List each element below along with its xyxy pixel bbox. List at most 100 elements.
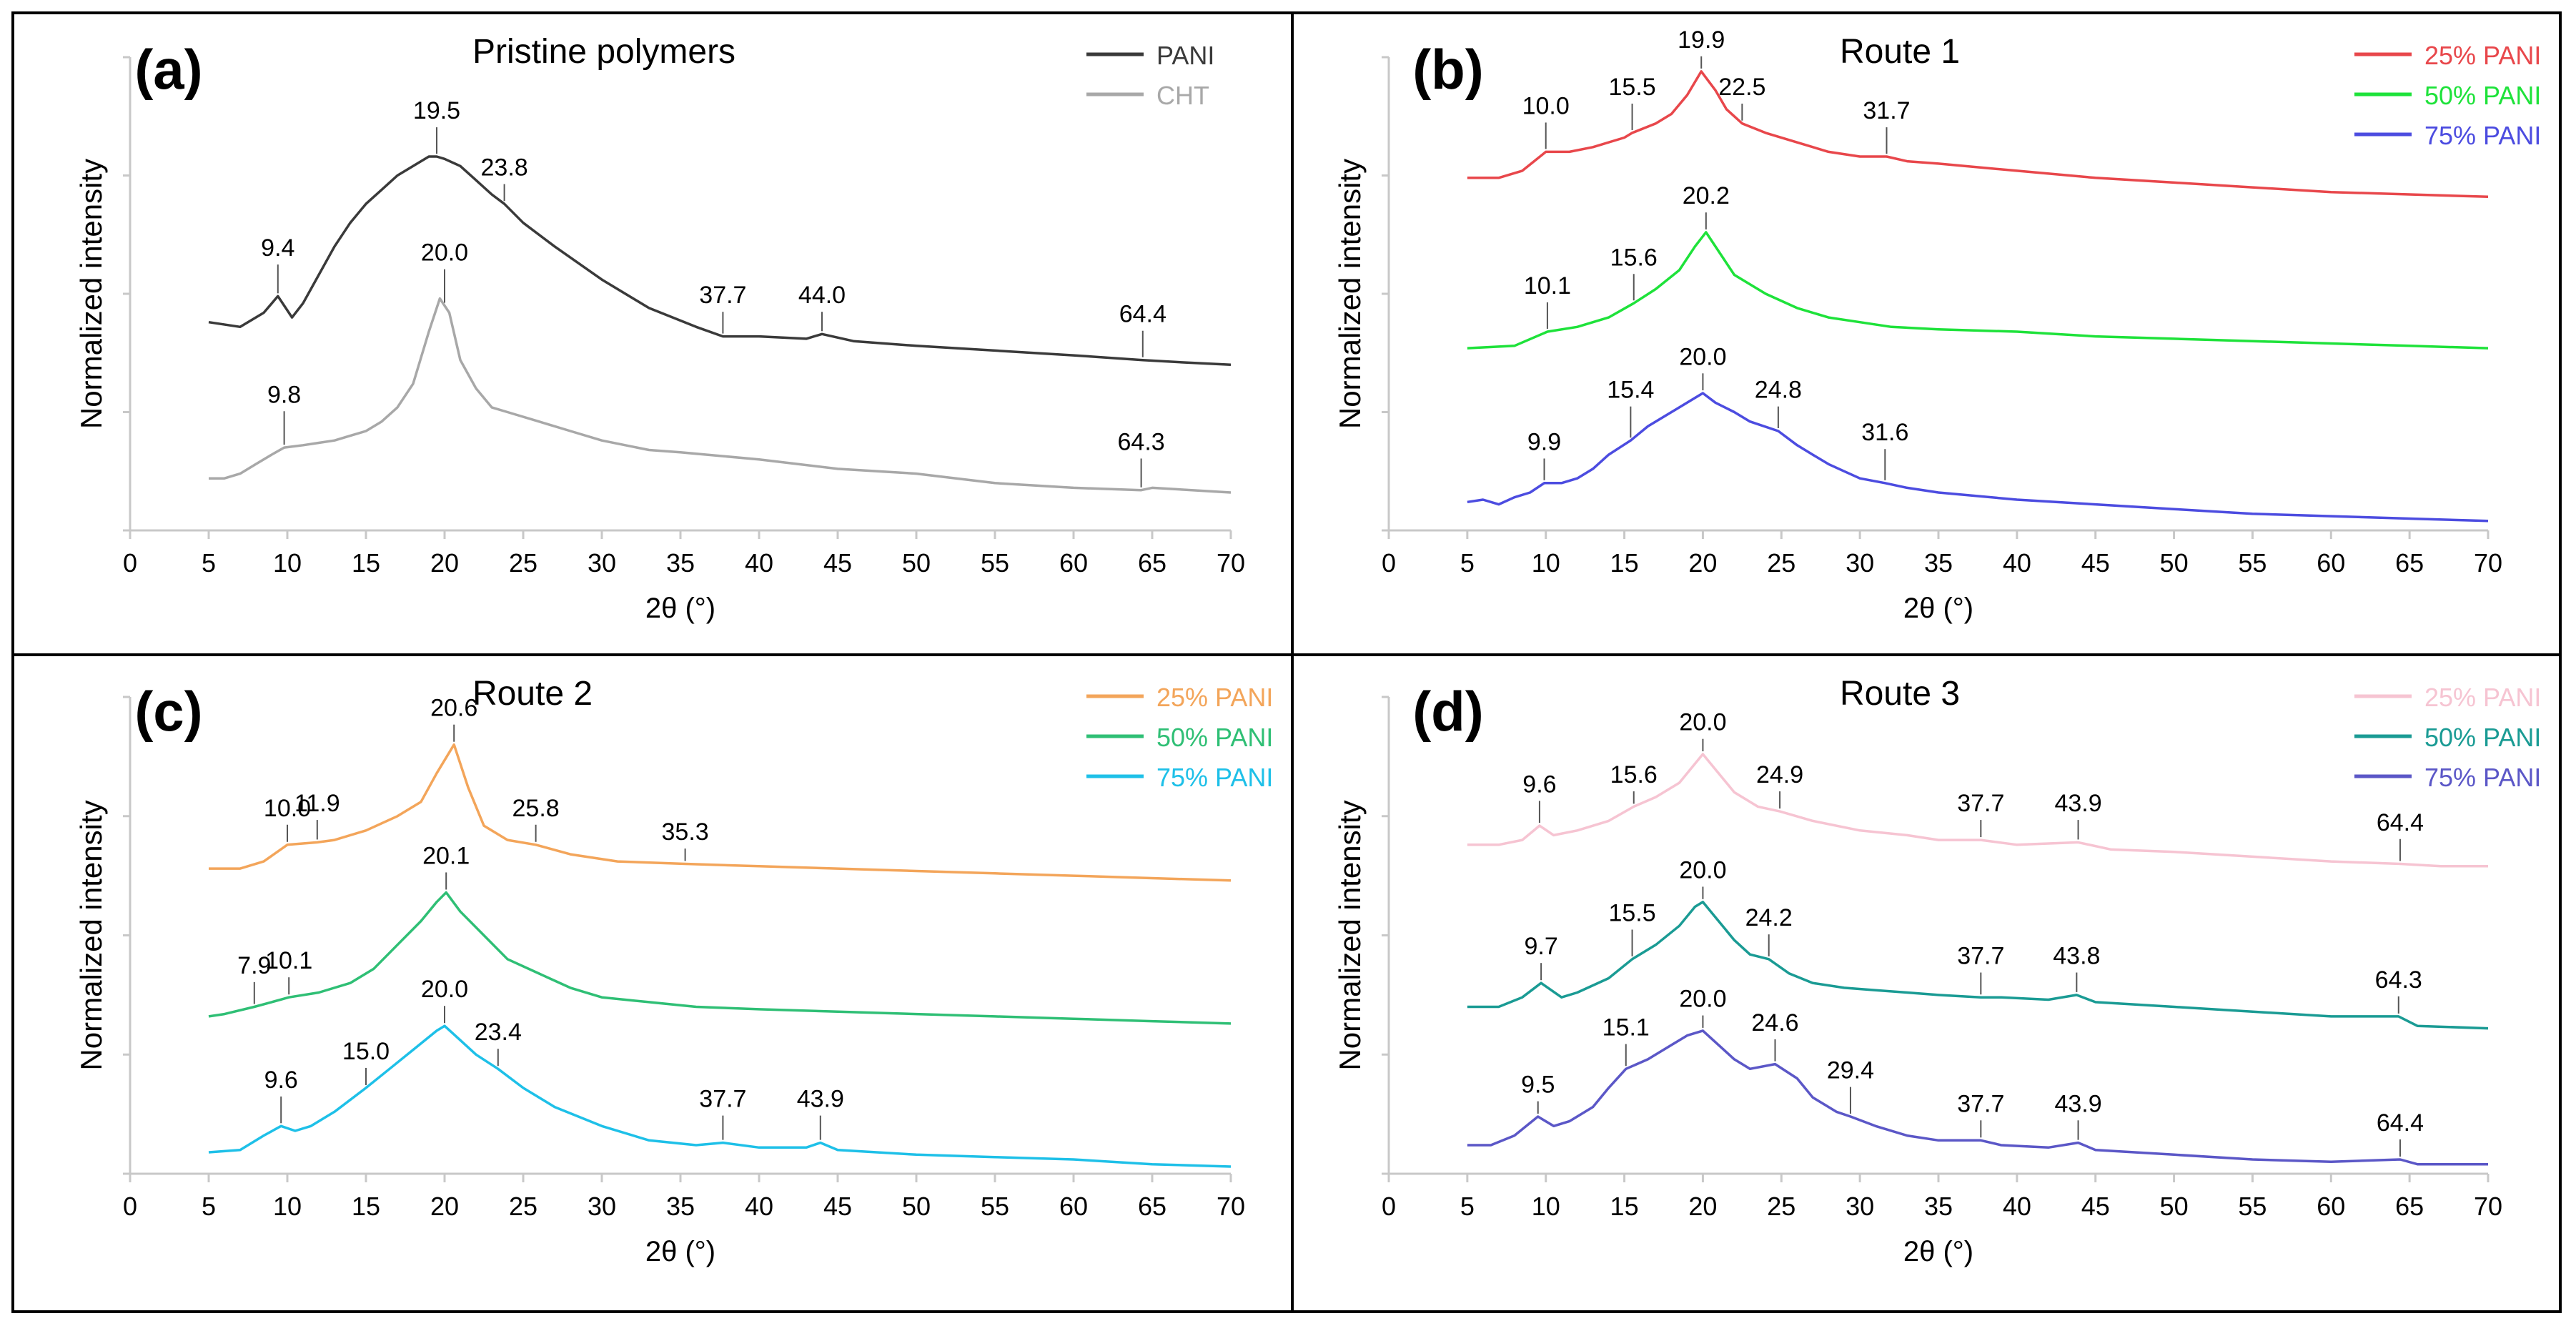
x-tick-label: 0 — [1382, 548, 1396, 578]
x-tick-label: 55 — [981, 1192, 1009, 1221]
peak-label: 24.9 — [1756, 761, 1803, 788]
y-axis-title: Normalized intensity — [74, 159, 108, 429]
peak-label: 10.0 — [1522, 92, 1570, 119]
peak-label: 15.5 — [1608, 899, 1655, 926]
x-tick-label: 15 — [1610, 1192, 1639, 1221]
peak-label: 9.7 — [1524, 933, 1557, 960]
peak-label: 20.2 — [1683, 182, 1730, 209]
x-tick-label: 30 — [1846, 1192, 1874, 1221]
panel-title: Route 2 — [472, 675, 593, 713]
peak-label: 9.4 — [261, 234, 294, 262]
peak-label: 20.6 — [430, 695, 477, 722]
x-tick-label: 35 — [1924, 1192, 1953, 1221]
y-axis-title: Normalized intensity — [1333, 159, 1367, 429]
x-tick-label: 30 — [588, 548, 616, 578]
x-tick-label: 45 — [2081, 1192, 2110, 1221]
peak-label: 24.2 — [1745, 904, 1793, 931]
x-tick-label: 5 — [1460, 548, 1475, 578]
series-line — [208, 155, 1232, 367]
panel-label: (d) — [1412, 680, 1484, 743]
series-line — [208, 1024, 1232, 1168]
peak-label: 20.0 — [421, 976, 468, 1003]
x-tick-label: 25 — [1767, 1192, 1795, 1221]
x-tick-label: 55 — [981, 548, 1009, 578]
peak-label: 64.3 — [2375, 966, 2422, 994]
x-tick-label: 60 — [2317, 1192, 2345, 1221]
legend-entry: 25% PANI — [2424, 41, 2541, 70]
x-tick-label: 65 — [1138, 1192, 1166, 1221]
series-line — [209, 743, 1232, 882]
x-tick-label: 0 — [123, 1192, 137, 1221]
peak-label: 22.5 — [1718, 74, 1765, 101]
legend-entry: 75% PANI — [1156, 763, 1273, 792]
peak-label: 15.6 — [1610, 761, 1658, 788]
peak-label: 11.9 — [294, 790, 340, 817]
peak-label: 23.8 — [481, 154, 528, 182]
peak-label: 9.9 — [1527, 428, 1561, 455]
x-axis-title: 2θ (°) — [1903, 1236, 1973, 1267]
peak-label: 9.5 — [1521, 1072, 1555, 1099]
peak-label: 64.4 — [2377, 1109, 2424, 1137]
peak-label: 19.5 — [413, 97, 460, 124]
y-axis-title: Normalized intensity — [1333, 800, 1367, 1070]
chart-panel-c: 0 5 10 15 20 25 30 35 40 45 50 55 60 65 70 2θ (°) Normal… — [11, 653, 1294, 1313]
x-tick-label: 25 — [509, 548, 538, 578]
peak-label: 15.1 — [1602, 1014, 1650, 1041]
x-axis-title: 2θ (°) — [1903, 593, 1973, 624]
peak-label: 15.5 — [1608, 74, 1655, 101]
x-tick-label: 10 — [1532, 1192, 1560, 1221]
peak-label: 15.0 — [342, 1038, 390, 1065]
legend-entry: PANI — [1156, 41, 1214, 70]
peak-label: 37.7 — [1957, 1090, 2004, 1117]
peak-label: 20.0 — [421, 239, 468, 267]
x-tick-label: 40 — [745, 1192, 773, 1221]
peak-label: 37.7 — [699, 1086, 746, 1113]
x-tick-label: 65 — [2395, 548, 2424, 578]
x-tick-label: 30 — [1846, 548, 1874, 578]
x-tick-label: 70 — [1217, 548, 1245, 578]
panel-label: (c) — [134, 680, 202, 743]
x-tick-label: 45 — [823, 548, 852, 578]
x-axis-title: 2θ (°) — [645, 593, 715, 624]
series-line — [209, 297, 1232, 494]
peak-label: 31.6 — [1861, 419, 1908, 446]
x-tick-label: 15 — [1610, 548, 1639, 578]
y-axis-title: Normalized intensity — [74, 800, 108, 1070]
x-tick-label: 5 — [202, 548, 216, 578]
x-tick-label: 55 — [2238, 1192, 2267, 1221]
x-tick-label: 60 — [1059, 548, 1088, 578]
x-tick-label: 20 — [430, 548, 459, 578]
x-tick-label: 45 — [2081, 548, 2110, 578]
peak-label: 9.6 — [1522, 771, 1556, 798]
peak-label: 43.9 — [797, 1086, 844, 1113]
peak-label: 24.6 — [1751, 1009, 1798, 1036]
series-line — [1467, 901, 2489, 1030]
x-tick-label: 55 — [2238, 548, 2267, 578]
x-tick-label: 50 — [2160, 548, 2189, 578]
x-tick-label: 40 — [745, 548, 773, 578]
x-tick-label: 10 — [273, 548, 302, 578]
legend-entry: 50% PANI — [2424, 81, 2541, 110]
peak-label: 37.7 — [1957, 943, 2004, 970]
peak-label: 15.4 — [1607, 377, 1654, 404]
x-tick-label: 40 — [2003, 1192, 2031, 1221]
peak-label: 24.8 — [1755, 377, 1802, 404]
legend-entry: 25% PANI — [2424, 683, 2541, 712]
x-tick-label: 10 — [273, 1192, 302, 1221]
series-line — [1467, 70, 2489, 199]
x-tick-label: 0 — [123, 548, 137, 578]
series-line — [1467, 392, 2489, 523]
peak-label: 20.0 — [1679, 709, 1726, 736]
legend-entry: 75% PANI — [2424, 121, 2541, 150]
legend-entry: 75% PANI — [2424, 763, 2541, 792]
chart-panel-b: 0 5 10 15 20 25 30 35 40 45 50 55 60 65 70 2θ (°) Normal… — [1291, 11, 2562, 656]
x-tick-label: 35 — [666, 548, 695, 578]
x-tick-label: 45 — [823, 1192, 852, 1221]
peak-label: 9.6 — [264, 1067, 298, 1094]
peak-label: 29.4 — [1827, 1057, 1874, 1084]
series-line — [1467, 753, 2488, 868]
peak-label: 64.3 — [1118, 428, 1165, 455]
series-line — [1467, 1029, 2488, 1166]
peak-label: 10.0 — [264, 795, 311, 822]
